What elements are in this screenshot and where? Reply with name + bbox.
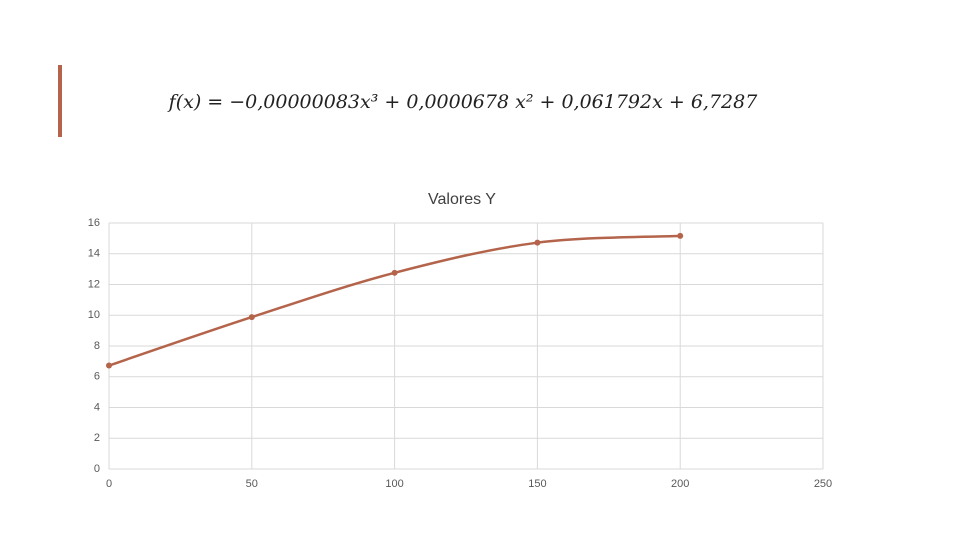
x-tick-label: 100 [385,478,403,490]
accent-bar [58,65,62,137]
point [534,239,541,246]
y-tick-label: 4 [94,401,100,413]
y-tick-label: 16 [88,217,100,229]
x-tick-label: 250 [814,478,832,490]
point [106,362,112,369]
formula: f(x) = −0,00000083x³ + 0,0000678 x² + 0,… [167,91,759,113]
y-tick-label: 6 [94,371,100,383]
point [677,232,684,239]
x-tick-label: 150 [528,478,546,490]
x-tick-label: 0 [106,478,112,490]
x-tick-label: 200 [671,478,689,490]
y-tick-label: 8 [94,340,100,352]
y-tick-label: 14 [88,248,100,260]
y-tick-label: 10 [88,309,100,321]
chart-title: Valores Y [428,191,496,208]
y-tick-label: 2 [94,432,100,444]
x-tick-label: 50 [246,478,258,490]
point [391,269,398,276]
y-tick-label: 0 [94,463,100,475]
y-tick-label: 12 [88,278,100,290]
point [248,314,255,321]
